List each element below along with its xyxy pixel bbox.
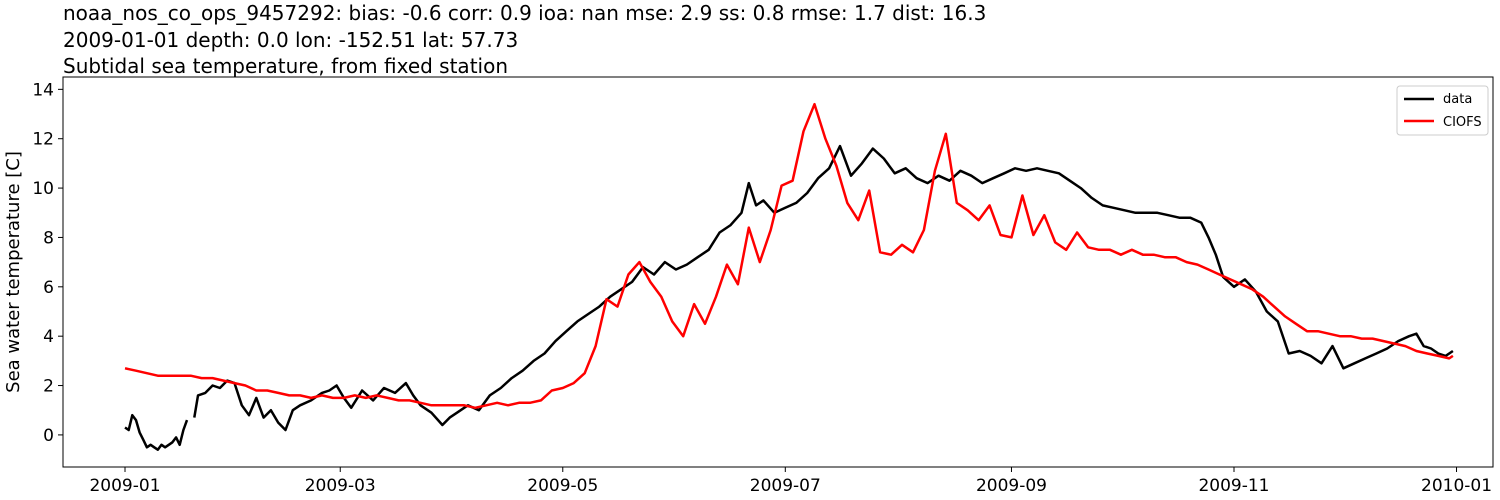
x-tick-label: 2009-07 — [750, 476, 821, 496]
chart-title-line-1: noaa_nos_co_ops_9457292: bias: -0.6 corr… — [63, 1, 987, 25]
y-tick-label: 0 — [43, 426, 54, 446]
legend-label-ciofs: CIOFS — [1443, 115, 1482, 130]
x-axis-ticks: 2009-01 2009-03 2009-05 2009-07 2009-09 2009-… — [89, 467, 1492, 496]
plot-frame — [62, 76, 1494, 468]
y-tick-label: 10 — [32, 179, 54, 199]
x-tick-label: 2009-01 — [89, 476, 160, 496]
x-tick-label: 2009-09 — [976, 476, 1047, 496]
chart-title-line-3: Subtidal sea temperature, from fixed sta… — [63, 54, 508, 78]
x-tick-label: 2009-11 — [1198, 476, 1269, 496]
axes-layer — [62, 76, 1494, 468]
series-line-data-segment-1 — [124, 413, 189, 451]
series-layer — [124, 102, 1454, 451]
y-axis-ticks: 0 2 4 6 8 10 12 14 — [32, 80, 63, 446]
x-tick-label: 2010-01 — [1421, 476, 1492, 496]
series-line-ciofs-segment-1 — [124, 102, 1454, 410]
y-tick-label: 2 — [43, 377, 54, 397]
legend-label-data: data — [1443, 92, 1472, 107]
legend: data CIOFS — [1396, 85, 1489, 136]
x-tick-label: 2009-05 — [527, 476, 598, 496]
y-tick-label: 4 — [43, 327, 54, 347]
y-tick-label: 8 — [43, 228, 54, 248]
chart-title-line-2: 2009-01-01 depth: 0.0 lon: -152.51 lat: … — [63, 28, 519, 52]
series-line-data-segment-2 — [193, 144, 1454, 432]
y-tick-label: 12 — [32, 130, 54, 150]
y-tick-label: 14 — [32, 80, 54, 100]
x-tick-label: 2009-03 — [305, 476, 376, 496]
y-tick-label: 6 — [43, 278, 54, 298]
y-axis-label: Sea water temperature [C] — [3, 151, 24, 393]
